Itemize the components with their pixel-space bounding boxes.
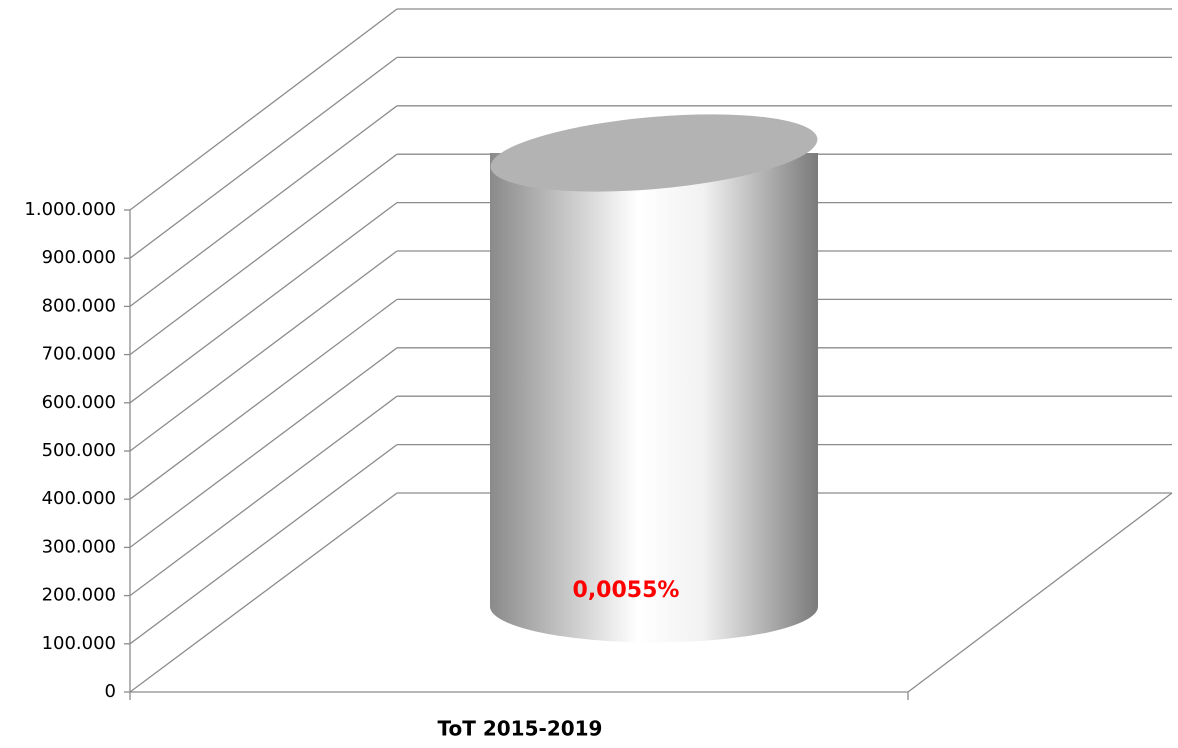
- y-tick-label: 600.000: [42, 392, 116, 413]
- grid-line-side: [129, 56, 398, 259]
- grid-line-side: [129, 153, 398, 356]
- y-tick-label: 900.000: [42, 247, 116, 268]
- y-tick-label: 800.000: [42, 295, 116, 316]
- y-tick-label: 300.000: [42, 536, 116, 557]
- grid-line-side: [129, 105, 398, 307]
- y-tick-label: 400.000: [42, 488, 116, 509]
- y-tick-label: 1.000.000: [24, 199, 116, 220]
- grid-line-side: [129, 492, 398, 693]
- x-tick-label: ToT 2015-2019: [438, 717, 603, 741]
- grid-line-side: [129, 347, 398, 548]
- grid-line-side: [129, 202, 398, 404]
- y-tick-label: 700.000: [42, 344, 116, 365]
- cylinder-body: [490, 152, 818, 643]
- grid-line-side: [129, 8, 398, 211]
- grid-line-side: [129, 250, 398, 452]
- y-tick-label: 100.000: [42, 633, 116, 654]
- y-tick-label: 200.000: [42, 585, 116, 606]
- annotation: 0,0055%: [573, 578, 680, 603]
- y-tick-label: 500.000: [42, 440, 116, 461]
- floor-right: [907, 492, 1173, 693]
- grid-line-side: [129, 298, 398, 500]
- grid-line-side: [129, 395, 398, 597]
- grid-line-side: [129, 444, 398, 645]
- cylinder-top: [490, 114, 818, 192]
- y-tick-label: 0: [105, 681, 116, 702]
